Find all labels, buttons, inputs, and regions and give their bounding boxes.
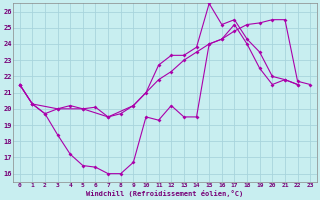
X-axis label: Windchill (Refroidissement éolien,°C): Windchill (Refroidissement éolien,°C) (86, 190, 244, 197)
